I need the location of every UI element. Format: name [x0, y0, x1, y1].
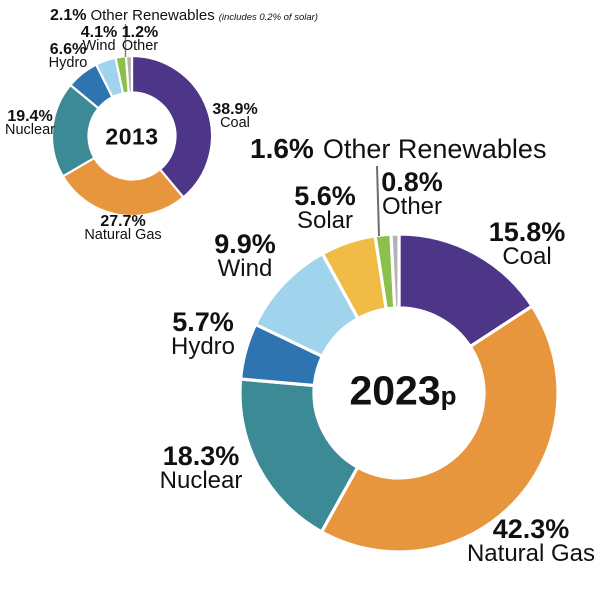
- label-2023-wind-name: Wind: [217, 254, 273, 282]
- label-2023-natural-gas-pct: 42.3%: [492, 514, 570, 544]
- label-2023-hydro-name: Hydro: [170, 332, 236, 360]
- label-2023-other: 0.8% Other: [381, 167, 443, 220]
- slice-2023p-coal: [397, 232, 535, 349]
- slice-2023p-nuclear: [238, 377, 360, 535]
- label-2013-hydro-name: Hydro: [48, 54, 88, 71]
- label-2023-solar: 5.6% Solar: [294, 181, 356, 234]
- label-2013-hydro-pct: 6.6%: [49, 41, 87, 58]
- label-2023-other-pct: 0.8%: [381, 167, 443, 197]
- label-2013-nuclear-pct: 19.4%: [7, 108, 53, 125]
- label-2013-other-name: Other: [121, 37, 159, 54]
- label-2013-other-renewables-note: (includes 0.2% of solar): [218, 12, 318, 23]
- donut-2023-center-year: 2023: [349, 367, 441, 414]
- label-2013-nuclear-name: Nuclear: [5, 121, 55, 138]
- label-2023-nuclear: 18.3% Nuclear: [159, 441, 243, 494]
- label-2013-wind-pct: 4.1%: [80, 24, 118, 41]
- label-2023-natural-gas-name: Natural Gas: [466, 539, 596, 567]
- slice-2013-other: [124, 54, 134, 94]
- label-2023-coal: 15.8% Coal: [488, 217, 566, 270]
- label-2013-natural-gas-name: Natural Gas: [84, 226, 162, 243]
- label-2013-other-pct: 1.2%: [121, 24, 159, 41]
- label-2013-coal-pct: 38.9%: [212, 101, 258, 118]
- label-2023-natural-gas: 42.3% Natural Gas: [466, 514, 596, 567]
- label-2023-wind-pct: 9.9%: [214, 229, 276, 259]
- label-2013-other: 1.2% Other: [121, 24, 159, 54]
- label-2013-wind-name: Wind: [82, 37, 116, 54]
- label-2013-natural-gas: 27.7% Natural Gas: [84, 213, 162, 243]
- donut-2023: [238, 232, 560, 554]
- donut-2013: [50, 54, 214, 218]
- label-2023-nuclear-name: Nuclear: [159, 466, 243, 494]
- leader-line-2023p-other-renewables: [376, 165, 380, 237]
- label-2023-other-renewables: 1.6% Other Renewables: [250, 133, 546, 165]
- label-2023-other-renewables-name: Other Renewables: [322, 134, 547, 164]
- label-2013-coal: 38.9% Coal: [212, 101, 258, 131]
- slice-2013-coal: [130, 54, 214, 199]
- label-2013-nuclear: 19.4% Nuclear: [5, 108, 55, 138]
- slice-2023p-natural-gas: [319, 303, 560, 554]
- label-2023-hydro: 5.7% Hydro: [170, 307, 236, 360]
- label-2013-other-renewables: 2.1% Other Renewables (includes 0.2% of so…: [50, 7, 318, 25]
- donut-2013-center-label: 2013: [105, 123, 159, 150]
- label-2013-natural-gas-pct: 27.7%: [100, 213, 146, 230]
- slice-2013-natural-gas: [61, 156, 185, 218]
- label-2013-other-renewables-pct: 2.1%: [50, 7, 87, 24]
- label-2013-other-renewables-name: Other Renewables: [90, 7, 215, 24]
- donut-2023-center-label: 2023p: [349, 368, 456, 415]
- label-2023-solar-pct: 5.6%: [294, 181, 356, 211]
- label-2023-other-name: Other: [381, 192, 443, 220]
- label-2013-coal-name: Coal: [220, 114, 250, 131]
- label-2023-other-renewables-pct: 1.6%: [250, 133, 314, 164]
- donut-2023-center-suffix: p: [440, 380, 457, 411]
- label-2023-hydro-pct: 5.7%: [172, 307, 234, 337]
- label-2023-nuclear-pct: 18.3%: [162, 441, 240, 471]
- label-2023-coal-pct: 15.8%: [488, 217, 566, 247]
- label-2013-wind: 4.1% Wind: [80, 24, 118, 54]
- label-2023-wind: 9.9% Wind: [214, 229, 276, 282]
- label-2013-hydro: 6.6% Hydro: [48, 41, 88, 71]
- label-2023-coal-name: Coal: [502, 242, 552, 270]
- leader-lines: [124, 24, 380, 237]
- label-2023-solar-name: Solar: [296, 206, 354, 234]
- slice-2023p-other: [389, 232, 401, 310]
